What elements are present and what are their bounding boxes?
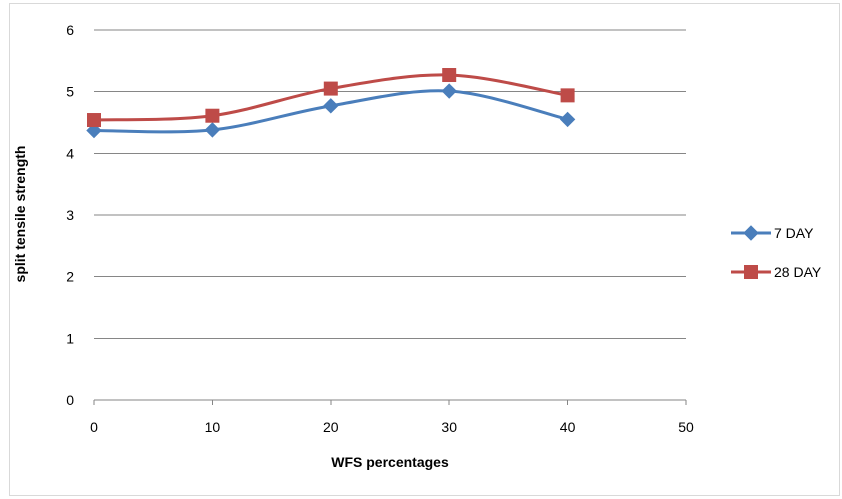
y-tick-label: 6 <box>66 22 74 38</box>
y-tick-label: 3 <box>66 207 74 223</box>
x-tick-label: 10 <box>205 419 221 435</box>
legend-label: 7 DAY <box>774 225 814 241</box>
series-2 <box>87 68 575 128</box>
data-point <box>441 83 457 99</box>
legend: 7 DAY 28 DAY <box>731 225 822 280</box>
data-point <box>559 111 576 128</box>
x-tick-label: 50 <box>678 419 694 435</box>
data-point <box>87 113 101 128</box>
y-axis-title: split tensile strength <box>12 146 28 283</box>
x-axis-title: WFS percentages <box>331 454 449 470</box>
y-axis-ticks: 0 1 2 3 4 5 6 <box>66 22 74 408</box>
x-tick-label: 30 <box>441 419 457 435</box>
y-tick-label: 2 <box>66 269 74 285</box>
data-point <box>205 108 220 123</box>
legend-item: 28 DAY <box>731 264 822 280</box>
legend-item: 7 DAY <box>731 225 814 241</box>
data-point <box>204 122 221 138</box>
x-tick-label: 20 <box>323 419 339 435</box>
data-point <box>442 68 457 83</box>
x-tick-label: 0 <box>90 419 98 435</box>
legend-label: 28 DAY <box>774 264 822 280</box>
chart-frame <box>9 3 840 496</box>
x-tick-label: 40 <box>560 419 576 435</box>
series-1 <box>86 83 576 139</box>
y-tick-label: 0 <box>66 392 74 408</box>
y-tick-label: 5 <box>66 84 74 100</box>
y-tick-label: 1 <box>66 330 74 346</box>
data-point <box>323 98 339 114</box>
series-group <box>86 68 576 139</box>
y-tick-label: 4 <box>66 145 74 161</box>
legend-swatch-marker <box>744 265 758 279</box>
data-point <box>560 88 575 103</box>
legend-swatch-marker <box>743 225 759 241</box>
x-axis-ticks: 0 10 20 30 40 50 <box>90 400 694 435</box>
gridlines <box>94 29 686 339</box>
data-point <box>323 81 338 96</box>
